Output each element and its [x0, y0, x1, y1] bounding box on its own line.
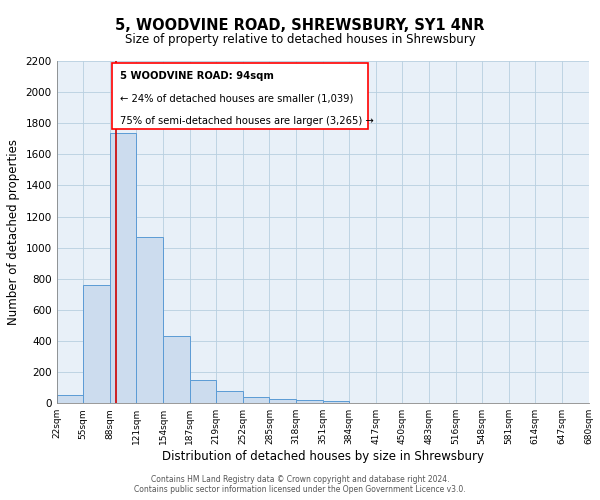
Text: Contains public sector information licensed under the Open Government Licence v3: Contains public sector information licen…: [134, 485, 466, 494]
Bar: [216, 391, 243, 404]
Bar: [269, 398, 296, 404]
Text: Contains HM Land Registry data © Crown copyright and database right 2024.: Contains HM Land Registry data © Crown c…: [151, 475, 449, 484]
Text: ← 24% of detached houses are smaller (1,039): ← 24% of detached houses are smaller (1,…: [121, 94, 354, 104]
Bar: [243, 397, 269, 404]
Bar: [323, 402, 349, 404]
Text: 75% of semi-detached houses are larger (3,265) →: 75% of semi-detached houses are larger (…: [121, 116, 374, 126]
Bar: [296, 400, 323, 404]
Bar: [110, 132, 136, 404]
FancyBboxPatch shape: [112, 62, 368, 130]
Y-axis label: Number of detached properties: Number of detached properties: [7, 139, 20, 325]
Text: 5 WOODVINE ROAD: 94sqm: 5 WOODVINE ROAD: 94sqm: [121, 71, 274, 81]
Bar: [83, 285, 110, 404]
Text: Size of property relative to detached houses in Shrewsbury: Size of property relative to detached ho…: [125, 32, 475, 46]
Text: 5, WOODVINE ROAD, SHREWSBURY, SY1 4NR: 5, WOODVINE ROAD, SHREWSBURY, SY1 4NR: [115, 18, 485, 32]
Bar: [163, 336, 190, 404]
Bar: [136, 237, 163, 404]
X-axis label: Distribution of detached houses by size in Shrewsbury: Distribution of detached houses by size …: [161, 450, 484, 463]
Bar: [190, 380, 216, 404]
Bar: [56, 394, 83, 404]
